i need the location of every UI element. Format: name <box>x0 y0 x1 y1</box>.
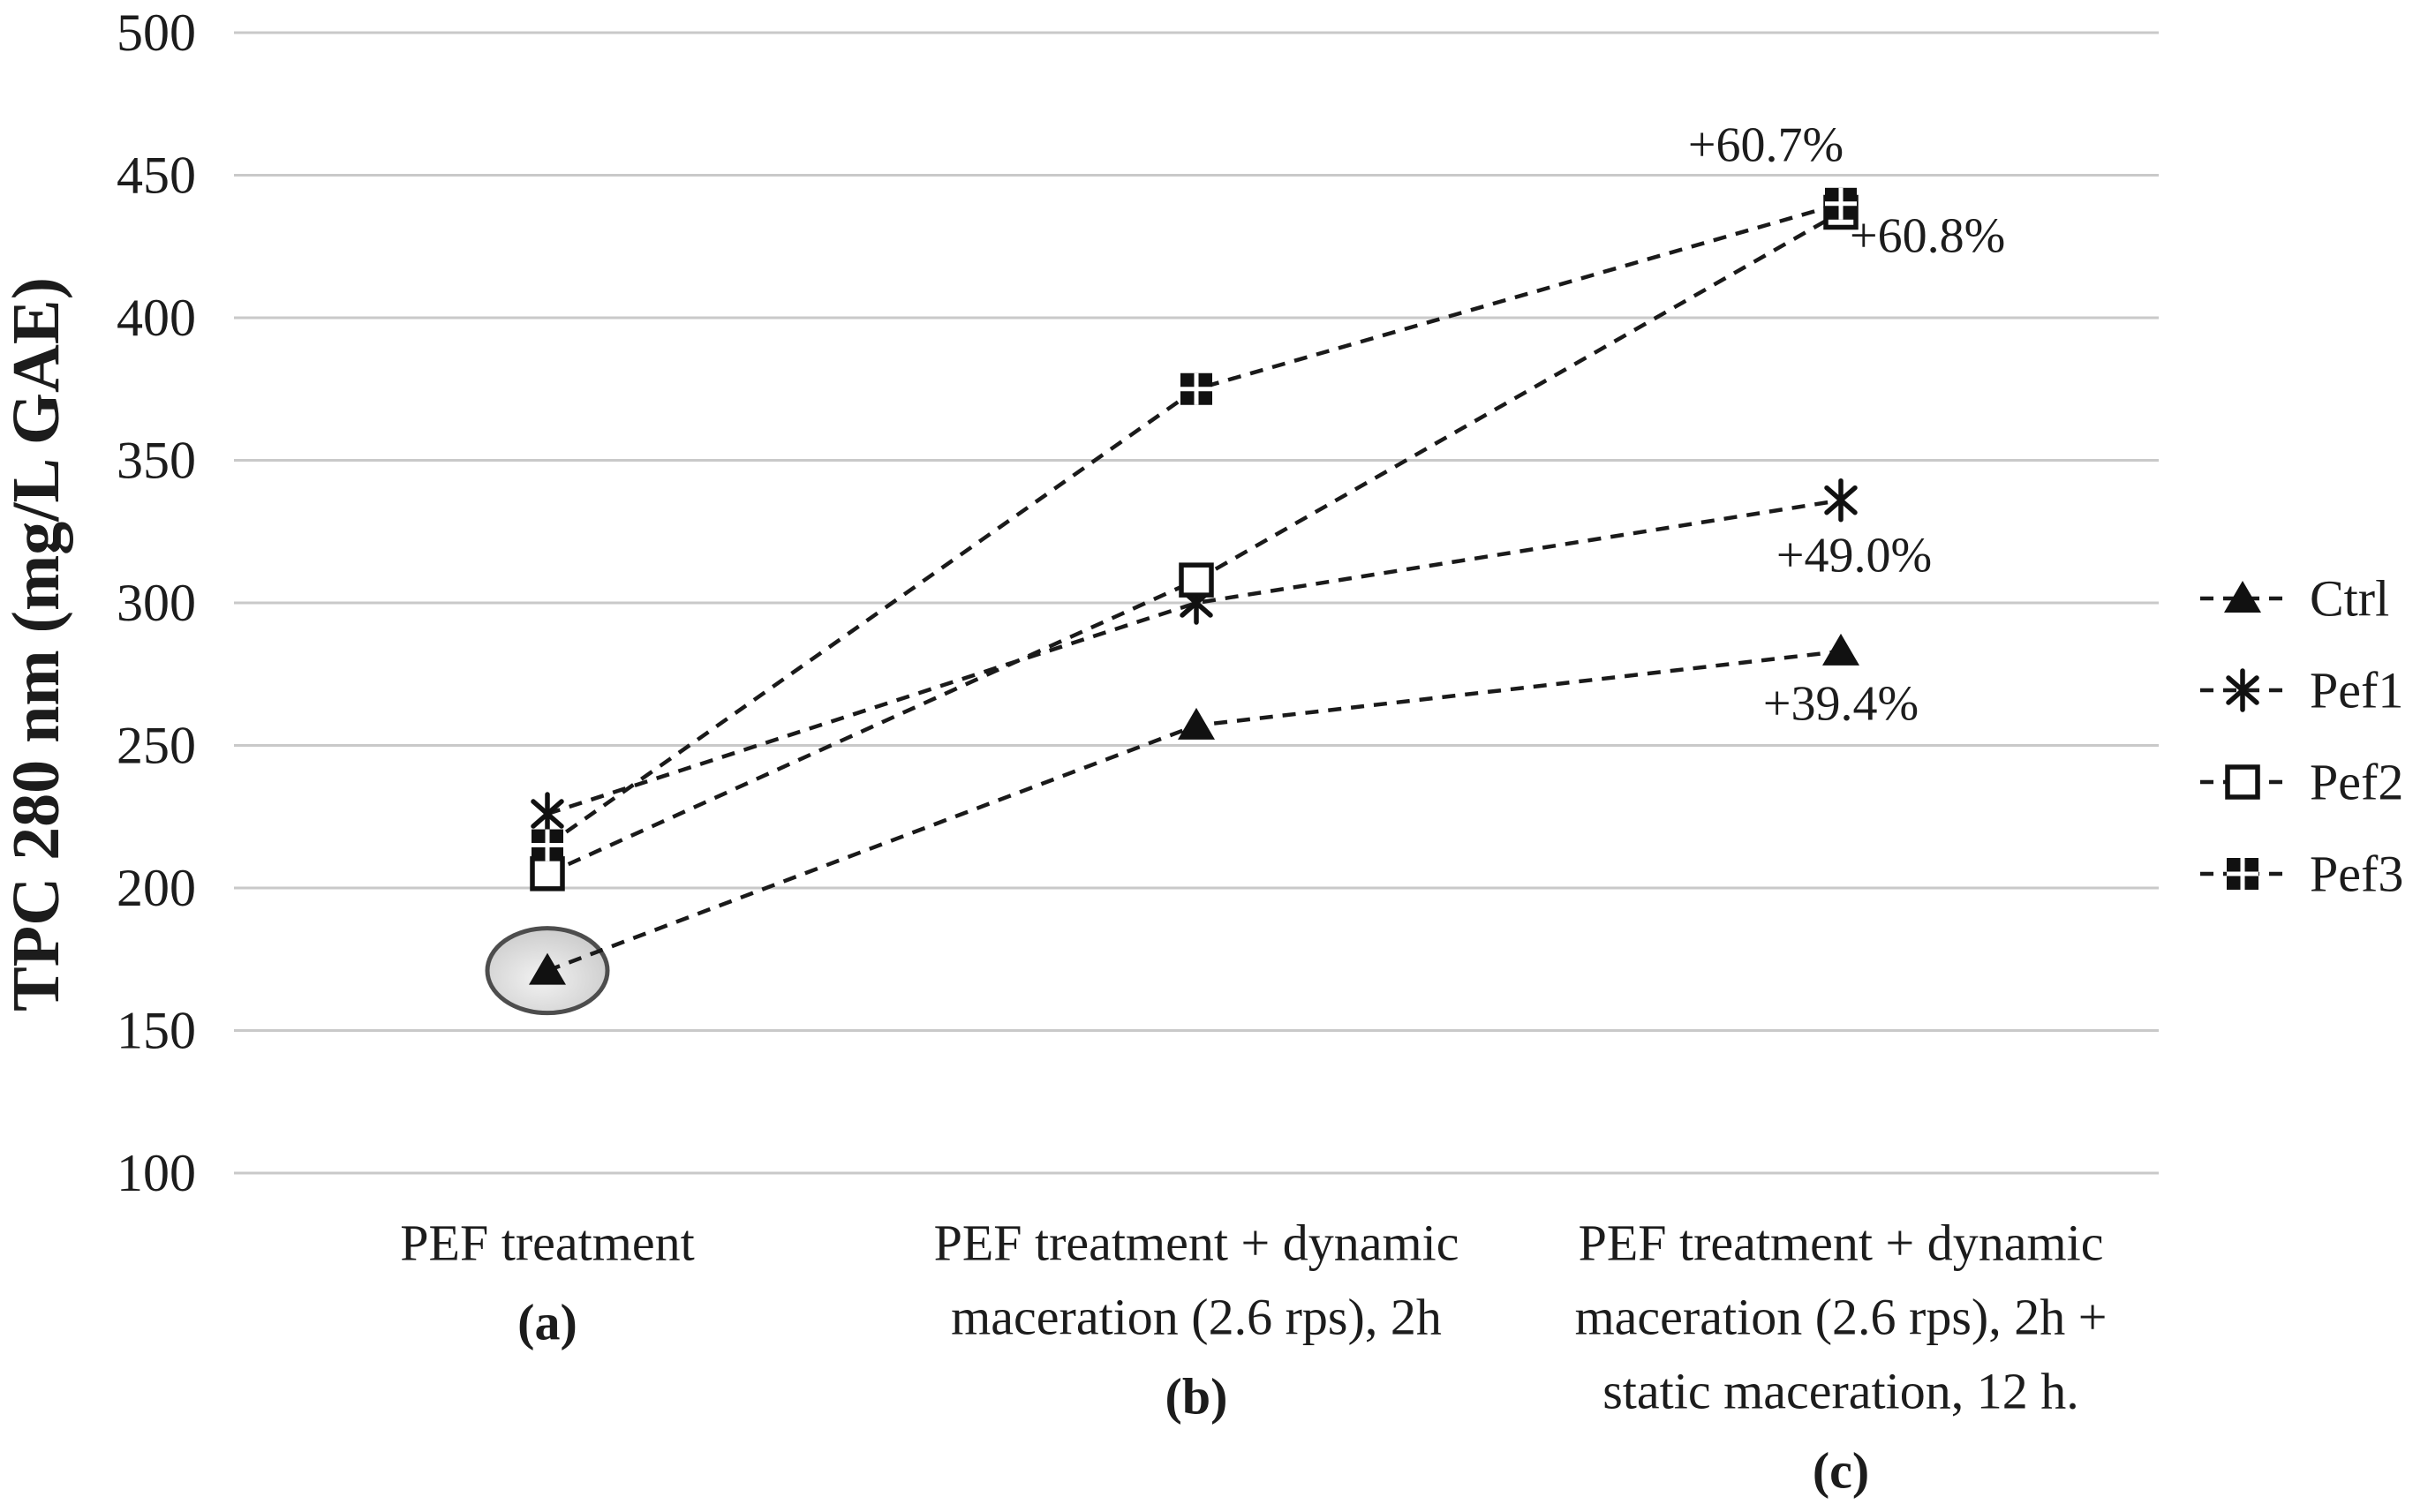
annotation-3: +39.4% <box>1763 676 1919 731</box>
legend-item-pef3: Pef3 <box>2200 846 2403 903</box>
legend-item-pef2: Pef2 <box>2200 754 2403 811</box>
marker-pef3-2 <box>1825 187 1857 220</box>
marker-pef2-1 <box>1179 562 1214 598</box>
legend-marker-pef1 <box>2226 668 2259 712</box>
x-label-1-line-1: maceration (2.6 rps), 2h <box>951 1289 1442 1346</box>
x-label-1-line-0: PEF treatment + dynamic <box>934 1215 1459 1272</box>
annotation-2: +49.0% <box>1776 528 1932 583</box>
x-label-2-line-0: PEF treatment + dynamic <box>1579 1215 2104 1272</box>
y-tick-label-100: 100 <box>117 1144 196 1202</box>
y-tick-label-200: 200 <box>117 859 196 917</box>
y-tick-labels: 500 450 400 350 300 250 200 150 100 <box>117 4 196 1202</box>
marker-pef1-0 <box>531 792 564 836</box>
marker-ctrl-0 <box>529 952 566 985</box>
legend-marker-pef2 <box>2225 764 2260 800</box>
legend-label-pef2: Pef2 <box>2310 754 2403 811</box>
y-tick-label-250: 250 <box>117 717 196 775</box>
x-label-2-line-2: static maceration, 12 h. <box>1602 1363 2079 1420</box>
annotations: +60.7%+60.8% +49.0% +39.4% <box>1688 117 2005 731</box>
x-label-letter-1: (b) <box>1165 1368 1228 1425</box>
marker-ctrl-1 <box>1178 707 1215 740</box>
y-axis-title: TPC 280 nm (mg/L GAE) <box>0 277 73 1012</box>
x-label-2: PEF treatment + dynamic maceration (2.6 r… <box>1575 1215 2108 1500</box>
x-label-letter-0: (a) <box>517 1294 577 1351</box>
annotation-1: +60.8% <box>1850 209 2005 264</box>
marker-pef2-0 <box>530 856 565 891</box>
y-tick-label-400: 400 <box>117 289 196 347</box>
x-label-2-line-1: maceration (2.6 rps), 2h + <box>1575 1289 2108 1346</box>
y-tick-label-300: 300 <box>117 574 196 632</box>
marker-pef3-0 <box>532 829 563 861</box>
legend-marker-ctrl <box>2224 581 2261 613</box>
y-axis-title-group: TPC 280 nm (mg/L GAE) <box>0 277 73 1012</box>
legend-label-ctrl: Ctrl <box>2310 570 2389 628</box>
x-label-0-line-0: PEF treatment <box>400 1215 694 1272</box>
marker-pef3-1 <box>1180 372 1212 405</box>
marker-pef1-2 <box>1824 478 1858 523</box>
y-tick-label-150: 150 <box>117 1002 196 1060</box>
y-tick-label-450: 450 <box>117 147 196 205</box>
legend-item-pef1: Pef1 <box>2200 662 2403 719</box>
legend-label-pef3: Pef3 <box>2310 846 2403 903</box>
annotation-0: +60.7% <box>1688 117 1844 172</box>
x-label-1: PEF treatment + dynamic maceration (2.6 r… <box>934 1215 1459 1425</box>
x-axis-labels: PEF treatment (a) PEF treatment + dynamic m… <box>400 1215 2107 1500</box>
y-tick-label-500: 500 <box>117 4 196 62</box>
x-label-letter-2: (c) <box>1813 1442 1869 1500</box>
legend: Ctrl Pef1 Pef2 Pef3 <box>2200 570 2403 903</box>
series-markers <box>529 187 1859 985</box>
legend-label-pef1: Pef1 <box>2310 662 2403 719</box>
legend-marker-pef3 <box>2227 858 2258 890</box>
legend-item-ctrl: Ctrl <box>2200 570 2389 628</box>
x-label-0: PEF treatment (a) <box>400 1215 694 1351</box>
marker-ctrl-2 <box>1822 633 1859 666</box>
chart-root: 500 450 400 350 300 250 200 150 100 TPC 280 nm (m… <box>0 4 2403 1500</box>
y-tick-label-350: 350 <box>117 432 196 490</box>
